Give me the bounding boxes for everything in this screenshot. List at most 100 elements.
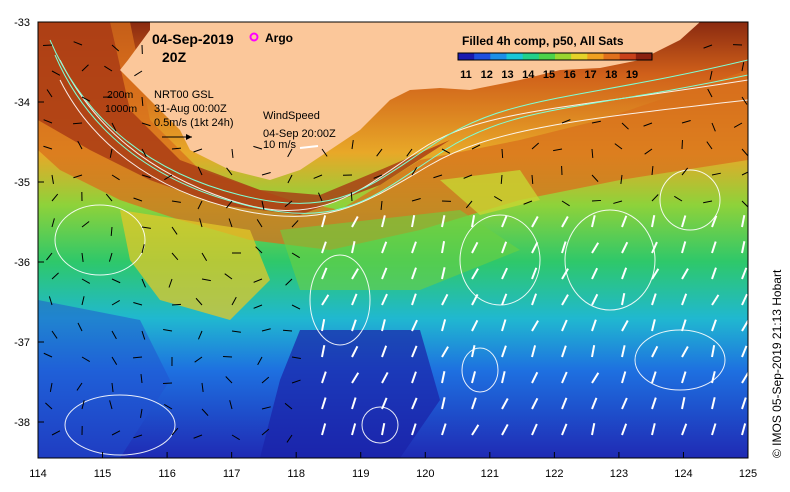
- colorbar: [457, 52, 653, 61]
- wind-arrow-icon: [411, 423, 417, 436]
- wind-arrow-icon: [561, 294, 569, 306]
- current-arrow-icon: [76, 382, 83, 391]
- wind-arrow-icon: [501, 241, 508, 254]
- wind-arrow-icon: [741, 345, 748, 358]
- current-arrow-icon: [141, 330, 146, 340]
- current-arrow-icon: [291, 379, 301, 384]
- wind-arrow-icon: [621, 397, 628, 410]
- current-date: 31-Aug 00:00Z: [154, 103, 227, 115]
- wind-arrow-icon: [531, 293, 538, 306]
- wind-scale: 10 m/s: [263, 139, 297, 151]
- current-arrow-icon: [201, 252, 208, 261]
- current-arrow-icon: [164, 403, 173, 410]
- wind-arrow-icon: [591, 345, 596, 358]
- current-arrow-icon: [111, 44, 120, 52]
- current-arrow-icon: [501, 148, 504, 159]
- current-arrow-icon: [141, 122, 151, 127]
- wind-arrow-icon: [621, 215, 628, 228]
- current-arrow-icon: [441, 148, 451, 154]
- wind-arrow-icon: [651, 345, 659, 358]
- wind-arrow-icon: [651, 268, 660, 280]
- current-arrow-icon: [46, 89, 53, 98]
- wind-arrow-icon: [381, 215, 386, 228]
- wind-arrow-icon: [411, 215, 416, 228]
- wind-arrow-icon: [411, 319, 418, 332]
- current-arrow-icon: [282, 329, 293, 332]
- current-arrow-icon: [351, 140, 354, 150]
- current-arrow-icon: [133, 197, 143, 202]
- y-tick-label: -37: [14, 337, 30, 349]
- current-arrow-icon: [614, 143, 623, 150]
- wind-arrow-icon: [621, 293, 626, 306]
- current-arrow-icon: [411, 167, 418, 176]
- colorbar-cell: [458, 53, 475, 60]
- colorbar-cell: [555, 53, 572, 60]
- wind-arrow-icon: [561, 423, 568, 436]
- current-arrow-icon: [111, 330, 117, 340]
- current-arrow-icon: [194, 356, 203, 363]
- wind-arrow-icon: [441, 319, 447, 332]
- current-arrow-icon: [224, 273, 233, 280]
- current-arrow-icon: [591, 174, 599, 182]
- current-arrow-icon: [201, 278, 211, 282]
- wind-arrow-icon: [441, 267, 446, 280]
- current-arrow-icon: [411, 198, 421, 202]
- current-arrow-icon: [81, 356, 91, 363]
- wind-arrow-icon: [711, 397, 716, 410]
- colorbar-cell: [571, 53, 588, 60]
- wind-arrow-icon: [651, 241, 658, 254]
- wind-arrow-icon: [681, 268, 689, 280]
- current-arrow-icon: [43, 119, 53, 124]
- current-arrow-icon: [109, 400, 113, 410]
- current-arrow-icon: [291, 304, 301, 310]
- current-arrow-icon: [231, 148, 234, 159]
- wind-arrow-icon: [681, 241, 687, 254]
- wind-arrow-icon: [501, 215, 508, 228]
- current-arrow-icon: [197, 166, 203, 176]
- wind-arrow-icon: [411, 371, 417, 384]
- current-arrow-icon: [77, 322, 83, 332]
- current-arrow-icon: [591, 120, 601, 124]
- wind-arrow-icon: [531, 423, 538, 436]
- colorbar-cell: [506, 53, 524, 60]
- wind-arrow-icon: [621, 241, 629, 254]
- current-arrow-icon: [500, 174, 503, 185]
- depth-label-1000: 1000m: [105, 103, 137, 115]
- wind-arrow-icon: [711, 267, 717, 280]
- current-arrow-icon: [463, 174, 473, 179]
- wind-arrow-icon: [471, 424, 480, 436]
- current-arrow-icon: [133, 434, 143, 439]
- wind-arrow-icon: [471, 371, 476, 384]
- wind-arrow-icon: [531, 320, 539, 332]
- wind-arrow-icon: [441, 241, 446, 254]
- wind-arrow-icon: [621, 423, 628, 436]
- current-arrow-icon: [171, 427, 179, 436]
- current-arrow-icon: [621, 122, 629, 130]
- wind-arrow-icon: [321, 397, 327, 410]
- current-arrow-icon: [231, 434, 240, 441]
- x-tick-label: 122: [545, 468, 563, 480]
- wind-arrow-icon: [681, 397, 686, 410]
- current-arrow-icon: [104, 65, 113, 72]
- current-arrow-icon: [523, 200, 533, 205]
- wind-arrow-icon: [501, 345, 507, 358]
- x-tick-label: 114: [29, 468, 47, 480]
- current-arrow-icon: [531, 174, 534, 185]
- current-arrow-icon: [261, 406, 271, 410]
- current-arrow-icon: [561, 119, 571, 124]
- colorbar-tick-label: 14: [522, 69, 535, 81]
- wind-arrow-icon: [441, 346, 449, 358]
- current-arrow-icon: [43, 352, 53, 358]
- current-arrow-icon: [111, 356, 118, 365]
- wind-arrow-icon: [741, 215, 746, 228]
- current-arrow-icon: [81, 96, 91, 102]
- current-arrow-icon: [373, 174, 383, 179]
- current-arrow-icon: [73, 41, 83, 46]
- current-arrow-icon: [201, 408, 209, 416]
- wind-arrow-icon: [381, 397, 388, 410]
- current-arrow-icon: [591, 148, 594, 159]
- current-arrow-icon: [111, 278, 121, 284]
- wind-arrow-icon: [471, 345, 476, 358]
- wind-arrow-icon: [591, 267, 599, 280]
- current-arrow-icon: [651, 165, 654, 176]
